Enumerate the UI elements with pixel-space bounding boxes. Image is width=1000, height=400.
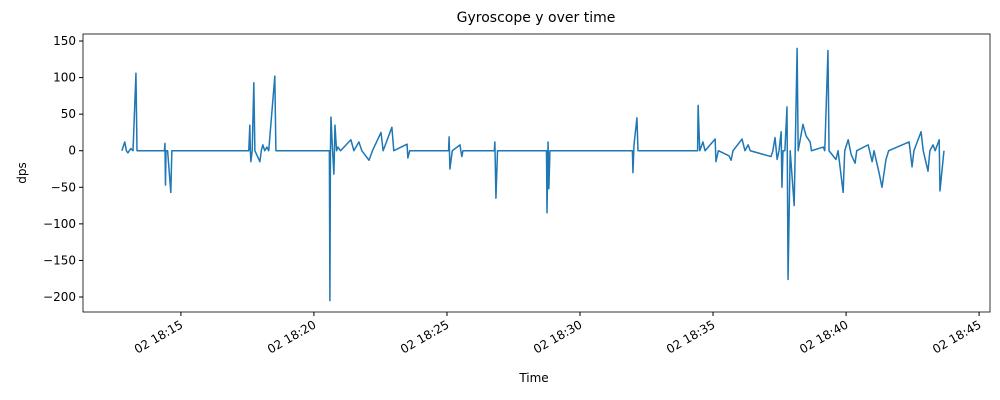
x-tick-label: 02 18:30: [531, 317, 584, 356]
y-tick-label: 150: [53, 34, 76, 48]
y-axis-label: dps: [15, 162, 29, 184]
x-tick-label: 02 18:20: [265, 317, 318, 356]
y-tick-label: −150: [43, 253, 76, 267]
y-tick-label: −50: [51, 180, 76, 194]
x-tick-label: 02 18:35: [664, 317, 717, 356]
y-tick-label: 100: [53, 71, 76, 85]
x-tick-label: 02 18:15: [132, 317, 185, 356]
x-tick-label: 02 18:40: [797, 317, 850, 356]
chart-title: Gyroscope y over time: [457, 10, 616, 26]
x-axis-label: Time: [518, 371, 548, 385]
y-tick-label: 50: [61, 107, 76, 121]
data-line: [121, 47, 945, 302]
x-tick-label: 02 18:45: [930, 317, 983, 356]
y-tick-label: −200: [43, 290, 76, 304]
y-tick-label: 0: [68, 144, 76, 158]
plot-frame: [82, 33, 991, 313]
x-tick-label: 02 18:25: [398, 317, 451, 356]
y-tick-label: −100: [43, 217, 76, 231]
